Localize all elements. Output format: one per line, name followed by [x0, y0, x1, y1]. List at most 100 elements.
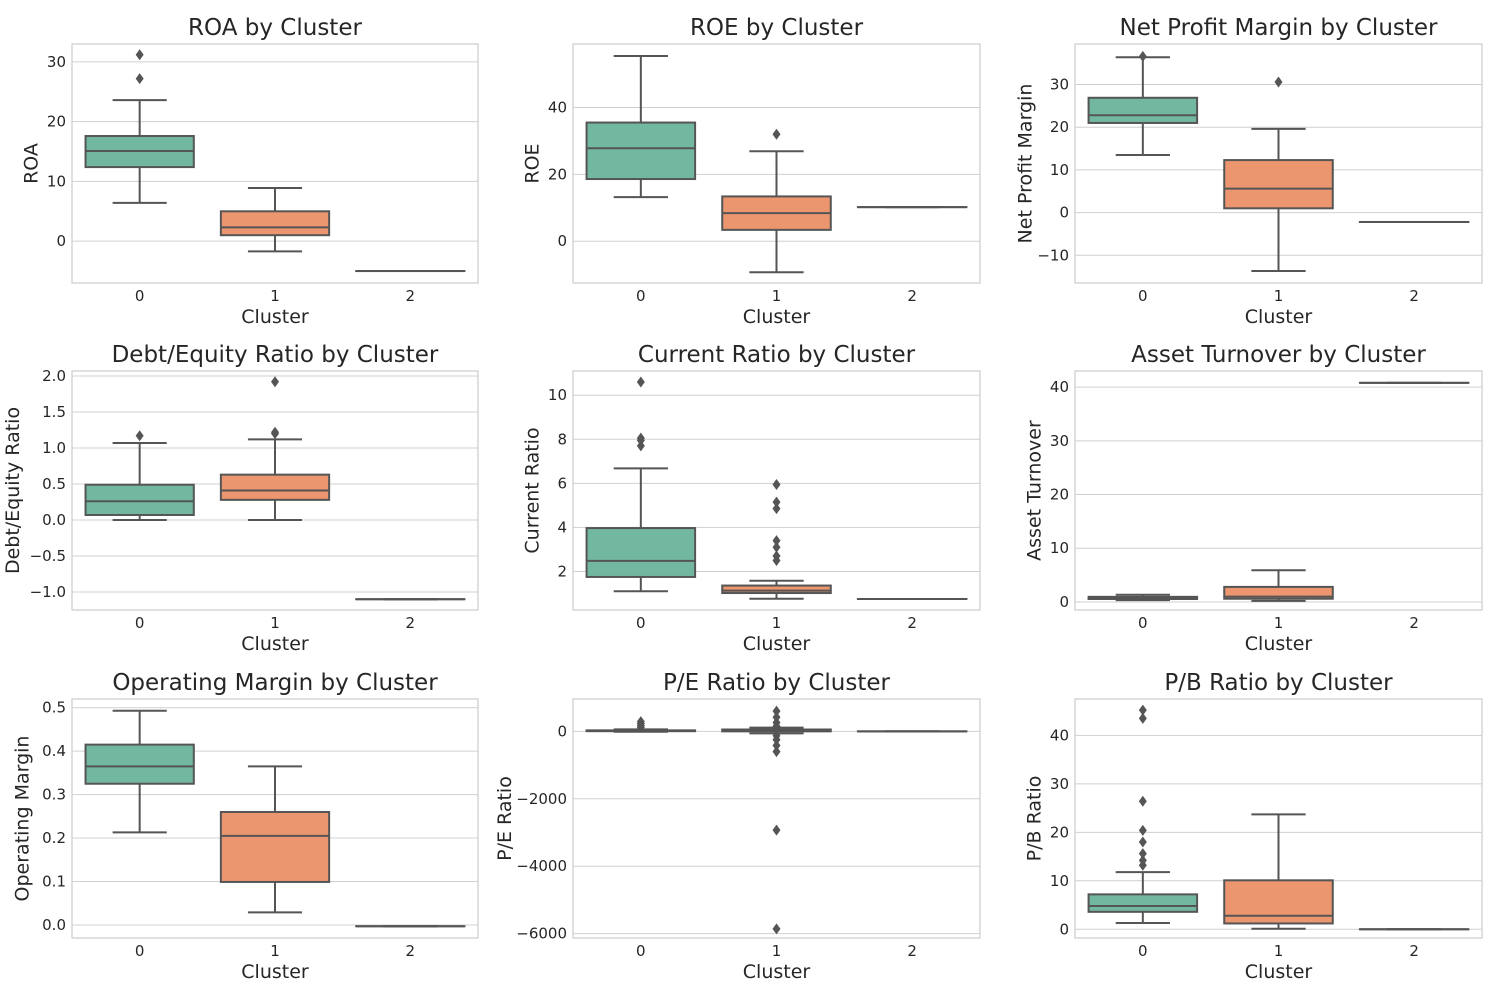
panel-5-title: Asset Turnover by Cluster [1131, 342, 1426, 368]
panel-2-ylabel: Net Profit Margin [1014, 84, 1036, 244]
panel-8-box-0-flier-5 [1138, 795, 1147, 807]
panel-7-title: P/E Ratio by Cluster [663, 670, 891, 696]
panel-2-xlabel: Cluster [1245, 306, 1313, 328]
panel-8-xlabel: Cluster [1245, 961, 1313, 983]
panel-7-box-1-flier-8 [772, 824, 781, 836]
panel-0-frame [71, 43, 479, 284]
panel-7-ytick-label-1: −4000 [516, 857, 567, 875]
panel-4-ytick-label-1: 4 [557, 518, 567, 536]
panel-5-ylabel: Asset Turnover [1024, 420, 1046, 561]
panel-7-box-1-flier-0 [772, 746, 781, 758]
panel-1-title: ROE by Cluster [690, 15, 864, 41]
panel-6-box-1 [219, 765, 331, 914]
panel-8-ytick-label-1: 10 [1050, 872, 1069, 890]
panel-4-box-1-flier-6 [772, 478, 781, 490]
panel-6-ytick-label-1: 0.1 [42, 873, 66, 891]
panel-8-ytick-label-4: 40 [1050, 726, 1069, 744]
panel-4-title: Current Ratio by Cluster [638, 342, 916, 368]
panel-3-xtick-label-1: 1 [270, 614, 280, 632]
panel-2-xtick-label-1: 1 [1274, 287, 1284, 305]
panel-3-box-0-body [84, 483, 195, 516]
panel-4-box-0-flier-3 [636, 376, 645, 388]
panel-8-box-0-flier-6 [1138, 712, 1147, 724]
panel-1-xtick-label-1: 1 [772, 287, 782, 305]
panel-5-xlabel: Cluster [1245, 633, 1313, 655]
panel-4-xlabel: Cluster [743, 633, 811, 655]
panel-7-box-0-flier-3 [636, 716, 645, 728]
panel-0-box-0-flier-1 [135, 49, 144, 61]
panel-7-box-0 [585, 716, 697, 733]
panel-6-ytick-label-4: 0.4 [42, 742, 66, 760]
panel-3-ytick-label-6: 2.0 [42, 367, 66, 385]
panel-8-frame [1074, 698, 1483, 939]
panel-2-frame [1074, 43, 1483, 284]
panel-1-ytick-label-1: 20 [548, 165, 567, 183]
panel-0-ytick-label-2: 20 [47, 113, 66, 131]
panel-7-box-1-flier-1 [772, 740, 781, 752]
panel-1-box-1-flier-0 [772, 128, 781, 140]
panel-4-box-0-flier-0 [636, 440, 645, 452]
panel-7-box-1-flier-3 [772, 730, 781, 742]
panel-6: 0.0 0.1 0.2 0.3 0.4 0.5 0 1 2 Operating Margin by… [11, 670, 479, 983]
panel-3-ytick-label-2: 0.0 [42, 511, 66, 529]
panel-4-box-1-body [721, 584, 832, 595]
panel-8-box-0-flier-4 [1138, 824, 1147, 836]
panel-3-ytick-label-4: 1.0 [42, 439, 66, 457]
panel-1-box-0 [585, 55, 697, 199]
panel-4-box-1-flier-2 [772, 541, 781, 553]
panel-7-ytick-label-2: −2000 [516, 790, 567, 808]
panel-6-ytick-label-3: 0.3 [42, 786, 66, 804]
panel-1-box-1 [721, 128, 832, 274]
panel-0-box-0 [84, 49, 195, 204]
panel-2-ytick-label-0: −10 [1037, 246, 1069, 264]
panel-5-xtick-label-2: 2 [1409, 614, 1419, 632]
panel-3-ylabel: Debt/Equity Ratio [2, 407, 24, 574]
panel-5-ytick-label-4: 40 [1050, 378, 1069, 396]
panel-1-xlabel: Cluster [743, 306, 811, 328]
panel-5-ytick-label-2: 20 [1050, 486, 1069, 504]
panel-5: 0 10 20 30 40 0 1 2 Asset Turnover by Cluster Clu… [1024, 342, 1483, 655]
panel-6-box-0 [84, 709, 195, 834]
panel-2-ytick-label-4: 30 [1050, 76, 1069, 94]
panel-8-box-0-body [1087, 893, 1199, 913]
panel-8-ytick-label-2: 20 [1050, 823, 1069, 841]
panel-2-box-1 [1223, 76, 1334, 273]
panel-1-xtick-label-2: 2 [907, 287, 917, 305]
panel-5-frame [1074, 370, 1483, 611]
panel-1-box-0-body [585, 121, 697, 181]
panel-6-frame [71, 698, 479, 939]
panel-8-ytick-label-0: 0 [1059, 920, 1069, 938]
panel-0-xtick-label-0: 0 [135, 287, 145, 305]
panel-2: −10 0 10 20 30 0 1 2 Net Profit Margin by Cluste… [1014, 15, 1483, 328]
panel-3-ytick-label-5: 1.5 [42, 403, 66, 421]
panel-7-box-1-flier-7 [772, 705, 781, 717]
panel-0-ylabel: ROA [21, 143, 43, 184]
panel-4-ylabel: Current Ratio [522, 427, 544, 553]
panel-6-xlabel: Cluster [241, 961, 309, 983]
panel-3-xtick-label-0: 0 [135, 614, 145, 632]
panel-5-box-0 [1087, 593, 1199, 602]
panel-8: 0 10 20 30 40 0 1 2 P/B Ratio by Cluster Cluster P… [1024, 670, 1483, 983]
panel-8-ylabel: P/B Ratio [1024, 776, 1046, 862]
panel-4-box-0-body [585, 527, 697, 578]
panel-3-box-0 [84, 430, 195, 522]
panel-3-box-0-flier-0 [135, 430, 144, 442]
panel-3-xtick-label-2: 2 [406, 614, 416, 632]
panel-3-box-1-body [219, 473, 331, 501]
panel-0-xlabel: Cluster [241, 306, 309, 328]
panel-4-box-1 [721, 478, 832, 600]
panel-8-box-1 [1223, 813, 1334, 930]
panel-6-ylabel: Operating Margin [11, 736, 33, 902]
panel-0-box-0-flier-0 [135, 73, 144, 85]
panel-5-box-1 [1223, 569, 1334, 602]
panel-4-ytick-label-3: 8 [557, 430, 567, 448]
panel-0-ytick-label-1: 10 [47, 172, 66, 190]
panel-7-ytick-label-0: −6000 [516, 925, 567, 943]
panel-4-ytick-label-2: 6 [557, 474, 567, 492]
panel-8-box-0-flier-3 [1138, 836, 1147, 848]
panel-6-ytick-label-2: 0.2 [42, 829, 66, 847]
panel-8-xtick-label-2: 2 [1409, 942, 1419, 960]
panel-3-ytick-label-3: 0.5 [42, 475, 66, 493]
panel-1-xtick-label-0: 0 [636, 287, 646, 305]
